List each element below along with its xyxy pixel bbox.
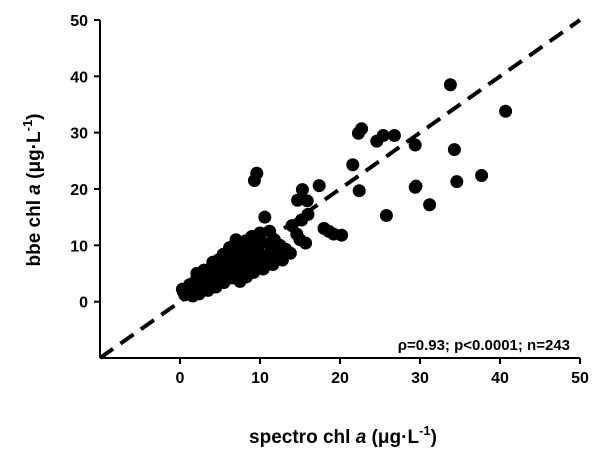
data-point bbox=[295, 183, 309, 197]
y-axis-label: bbe chl a (μg·L-1) bbox=[20, 113, 45, 266]
data-point bbox=[312, 179, 326, 193]
data-point bbox=[300, 194, 314, 208]
data-point bbox=[408, 138, 422, 152]
correlation-annotation: ρ=0.93; p<0.0001; n=243 bbox=[398, 337, 570, 354]
x-tick-label: 20 bbox=[331, 370, 349, 387]
data-point bbox=[408, 180, 422, 194]
data-point bbox=[335, 228, 349, 242]
data-point bbox=[423, 198, 437, 212]
one-to-one-line bbox=[98, 18, 582, 360]
data-point bbox=[275, 253, 289, 267]
data-point bbox=[229, 233, 243, 247]
data-point bbox=[190, 267, 204, 280]
x-tick-label: 10 bbox=[251, 370, 269, 387]
x-axis-label: spectro chl a (μg·L-1) bbox=[249, 423, 437, 448]
data-point bbox=[447, 143, 461, 157]
data-point bbox=[351, 126, 365, 140]
x-tick-label: 50 bbox=[571, 370, 589, 387]
x-tick-label: 0 bbox=[176, 370, 185, 387]
data-point bbox=[352, 184, 366, 198]
y-tick-label: 0 bbox=[79, 295, 88, 312]
data-point bbox=[244, 247, 258, 261]
y-tick-label: 10 bbox=[70, 238, 88, 255]
data-point bbox=[206, 255, 220, 269]
data-point bbox=[443, 78, 457, 92]
data-point bbox=[295, 213, 309, 227]
data-point bbox=[450, 175, 464, 189]
data-point bbox=[186, 289, 200, 303]
data-point bbox=[250, 166, 264, 180]
data-point bbox=[253, 226, 267, 240]
y-tick-label: 50 bbox=[70, 13, 88, 30]
data-point bbox=[291, 193, 305, 207]
x-tick-label: 40 bbox=[491, 370, 509, 387]
data-point bbox=[346, 158, 360, 172]
data-point bbox=[379, 208, 393, 222]
data-point bbox=[299, 236, 313, 250]
data-point bbox=[285, 219, 299, 233]
y-tick-label: 30 bbox=[70, 126, 88, 143]
y-tick-label: 20 bbox=[70, 182, 88, 199]
data-point bbox=[387, 128, 401, 142]
y-tick-label: 40 bbox=[70, 69, 88, 86]
data-point bbox=[499, 104, 513, 118]
data-point bbox=[475, 168, 489, 182]
data-point bbox=[376, 128, 390, 142]
data-point bbox=[258, 210, 272, 224]
x-tick-label: 30 bbox=[411, 370, 429, 387]
